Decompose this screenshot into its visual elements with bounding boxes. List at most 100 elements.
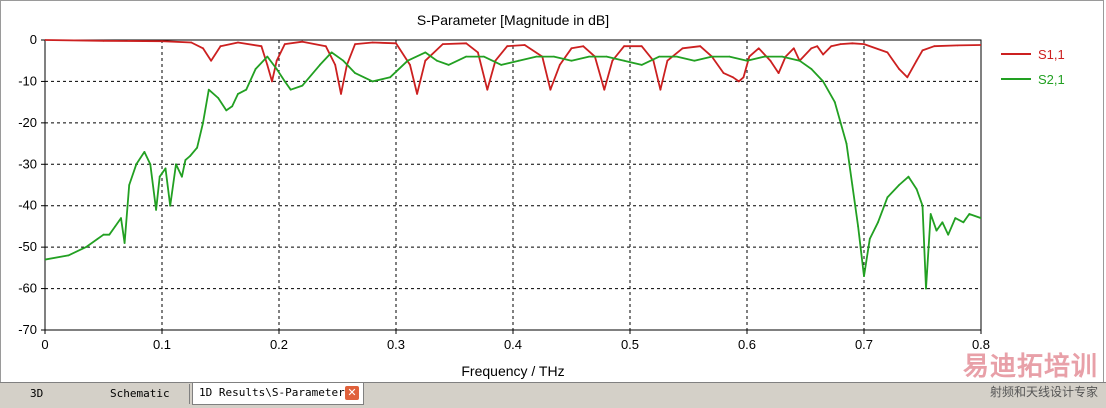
data-point: [424, 51, 427, 54]
data-point: [906, 76, 909, 79]
data-point: [748, 55, 751, 58]
x-tick-label: 0: [41, 337, 48, 352]
data-point: [947, 233, 950, 236]
data-point: [164, 167, 167, 170]
data-point: [219, 45, 222, 48]
data-point: [792, 47, 795, 50]
data-point: [553, 55, 555, 58]
y-axis: 0 -10 -20 -30 -40 -50 -60 -70: [18, 32, 45, 337]
data-point: [465, 42, 468, 45]
y-tick-label: -60: [18, 281, 37, 296]
data-point: [777, 72, 780, 74]
legend-label: S2,1: [1038, 72, 1065, 87]
x-tick-label: 0.3: [387, 337, 405, 352]
data-point: [693, 59, 696, 62]
data-point: [441, 43, 444, 45]
data-point: [289, 88, 292, 91]
data-point: [447, 64, 450, 66]
data-point: [921, 49, 924, 52]
data-point: [275, 59, 278, 62]
data-point: [810, 47, 813, 50]
data-point: [907, 175, 910, 178]
data-point: [424, 59, 427, 62]
data-point: [810, 68, 813, 70]
data-point: [640, 45, 643, 48]
data-point: [968, 213, 971, 215]
grid-lines: [45, 40, 981, 330]
y-tick-label: 0: [30, 32, 37, 47]
data-point: [830, 45, 833, 48]
tab-3d[interactable]: 3D: [30, 387, 44, 400]
data-point: [863, 43, 865, 45]
data-point: [742, 76, 745, 79]
data-point: [666, 59, 669, 62]
data-point: [416, 93, 418, 95]
data-point: [275, 68, 278, 70]
plot-series: [45, 39, 981, 290]
data-point: [857, 225, 859, 228]
data-point: [898, 68, 900, 70]
data-point: [763, 55, 766, 58]
data-point: [354, 72, 356, 74]
data-point: [102, 233, 105, 236]
y-tick-label: -70: [18, 322, 37, 337]
data-point: [108, 233, 111, 236]
data-point: [816, 45, 819, 48]
watermark-logo: 易迪拓培训 射频和天线设计专家: [948, 353, 1098, 399]
data-point: [954, 217, 957, 220]
watermark-main-text: 易迪拓培训: [962, 352, 1098, 382]
close-icon[interactable]: ✕: [345, 386, 359, 400]
data-point: [980, 217, 981, 219]
tab-1d-results-s-parameters[interactable]: 1D Results\S-Parameters ✕: [192, 383, 364, 405]
data-point: [506, 45, 509, 48]
data-point: [925, 287, 927, 290]
data-point: [389, 76, 391, 79]
y-tick-label: -50: [18, 239, 37, 254]
data-point: [798, 59, 801, 62]
data-point: [169, 204, 172, 207]
data-point: [570, 47, 573, 50]
data-point: [135, 163, 138, 166]
data-point: [283, 43, 286, 45]
data-point: [722, 72, 725, 74]
data-point: [833, 101, 836, 103]
data-point: [67, 254, 70, 257]
data-point: [395, 42, 397, 45]
data-point: [184, 159, 187, 162]
data-point: [863, 275, 865, 277]
data-point: [675, 55, 678, 58]
data-point: [732, 76, 734, 79]
data-point: [941, 221, 944, 224]
tab-results-label: 1D Results\S-Parameters: [199, 386, 352, 399]
data-point: [207, 88, 210, 91]
data-point: [202, 47, 204, 50]
data-point: [781, 55, 783, 58]
data-point: [330, 51, 333, 54]
x-tick-label: 0.7: [855, 337, 873, 352]
x-axis: 0 0.1 0.2 0.3 0.4 0.5 0.6 0.7 0.8: [41, 330, 990, 352]
x-tick-label: 0.2: [270, 337, 288, 352]
data-point: [935, 229, 938, 232]
data-point: [175, 163, 177, 166]
data-point: [915, 59, 918, 62]
data-point: [340, 93, 342, 95]
data-point: [271, 80, 273, 83]
data-point: [324, 45, 327, 48]
data-point: [681, 47, 684, 50]
legend-label: S1,1: [1038, 47, 1065, 62]
data-point: [611, 59, 614, 62]
data-point: [196, 146, 199, 149]
data-point: [45, 39, 46, 41]
tab-schematic[interactable]: Schematic: [104, 384, 190, 404]
data-point: [623, 45, 625, 48]
data-point: [254, 68, 257, 70]
data-point: [588, 55, 590, 58]
data-point: [371, 80, 374, 83]
watermark-sub-text: 射频和天线设计专家: [989, 385, 1098, 399]
data-point: [898, 184, 900, 186]
data-point: [181, 175, 183, 178]
data-point: [956, 44, 959, 47]
data-point: [915, 188, 918, 191]
data-point: [283, 80, 286, 83]
chart-title: S-Parameter [Magnitude in dB]: [417, 12, 609, 28]
